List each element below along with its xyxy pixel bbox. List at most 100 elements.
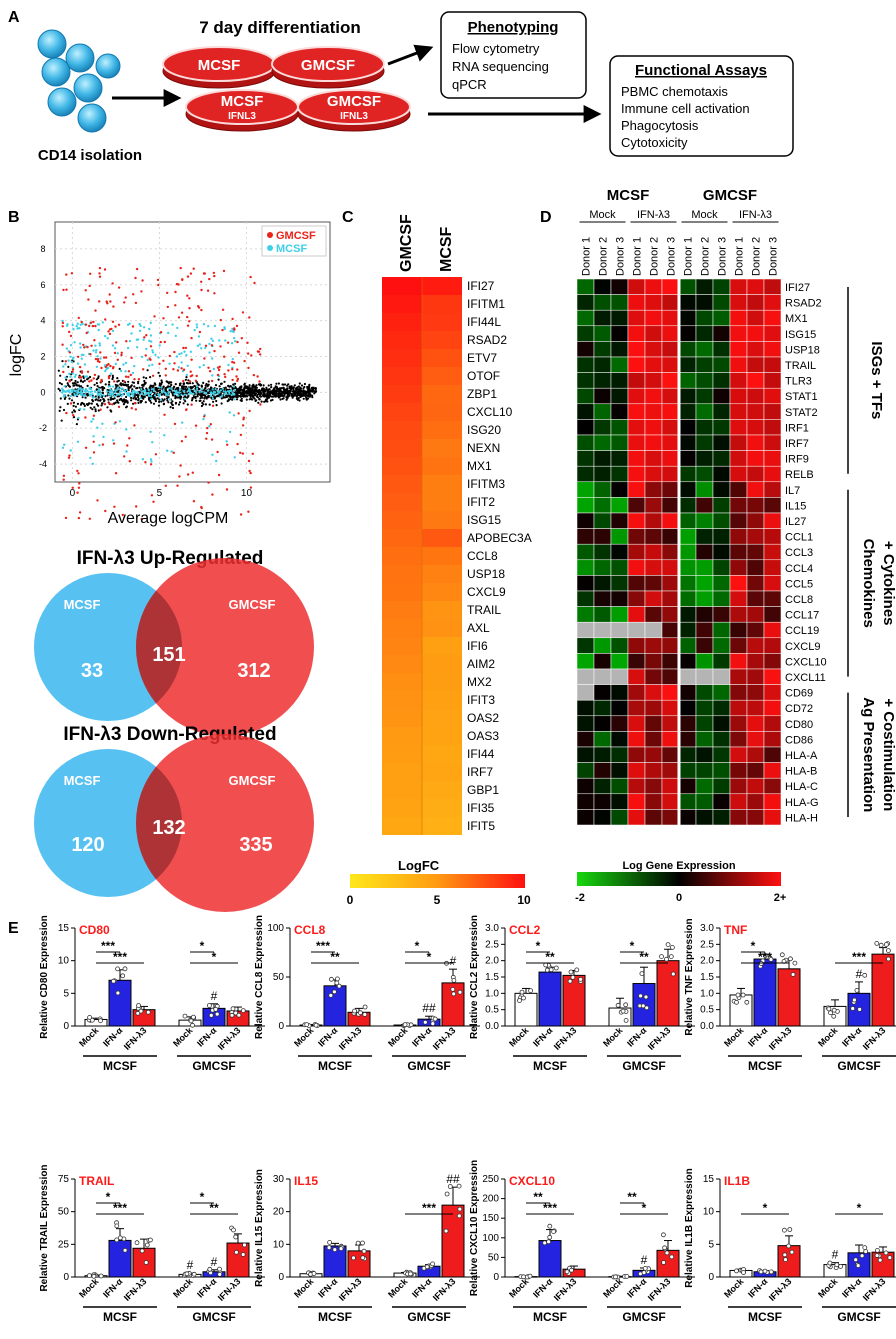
heat-cell-mcsf bbox=[422, 763, 462, 781]
x-tick-label: Mock bbox=[816, 1276, 840, 1300]
ma-point bbox=[157, 404, 161, 407]
heat-d-cell bbox=[644, 606, 663, 623]
data-point bbox=[768, 1269, 774, 1275]
ma-point-gmcsf bbox=[192, 267, 195, 270]
y-tick-label: 100 bbox=[482, 1233, 499, 1244]
heat-gene-label: NEXN bbox=[467, 441, 500, 455]
ma-point-gmcsf bbox=[180, 367, 183, 370]
data-point bbox=[190, 1014, 196, 1020]
heat-d-gene-label: CCL4 bbox=[785, 563, 813, 575]
ma-point bbox=[299, 395, 302, 399]
ma-point bbox=[70, 399, 74, 402]
heat-d-cell bbox=[593, 731, 612, 748]
heat-d-cell bbox=[661, 512, 680, 529]
data-point bbox=[135, 1010, 141, 1016]
heat-d-cell bbox=[627, 637, 646, 654]
venn-down-mcsf-label: MCSF bbox=[64, 773, 101, 788]
ma-point bbox=[137, 401, 140, 404]
heatmap-c-col-gmcsf: GMCSF bbox=[398, 214, 415, 272]
heat-d-cell bbox=[729, 387, 748, 405]
heat-d-cell bbox=[644, 746, 663, 763]
data-point bbox=[878, 942, 884, 948]
heat-d-cell bbox=[763, 434, 782, 451]
ma-point-mcsf bbox=[175, 355, 179, 358]
ma-point-gmcsf bbox=[133, 378, 136, 381]
y-tick-label: 20 bbox=[273, 1207, 285, 1218]
ma-point bbox=[263, 388, 266, 391]
heatmap-d-scale-bar bbox=[577, 872, 781, 886]
ma-point-mcsf bbox=[204, 346, 207, 350]
ma-point bbox=[60, 419, 63, 422]
heat-d-cell bbox=[610, 403, 629, 420]
data-point bbox=[615, 1002, 621, 1008]
ma-point-gmcsf bbox=[223, 355, 226, 358]
data-point bbox=[338, 1246, 344, 1251]
heat-gene-label: TRAIL bbox=[467, 603, 501, 617]
heat-d-cell bbox=[695, 372, 714, 389]
significance-stars: * bbox=[212, 950, 217, 964]
ma-point-gmcsf bbox=[122, 380, 126, 383]
ma-point-gmcsf bbox=[200, 288, 203, 292]
heat-d-cell bbox=[644, 777, 663, 795]
ma-point bbox=[102, 400, 106, 403]
data-point bbox=[574, 967, 580, 973]
ma-point-mcsf bbox=[195, 323, 199, 326]
ma-point bbox=[190, 387, 193, 390]
heat-d-cell bbox=[610, 731, 629, 748]
heat-d-gene-label: CCL3 bbox=[785, 547, 813, 559]
heat-d-gene-label: CCL8 bbox=[785, 594, 813, 606]
data-point bbox=[430, 1021, 436, 1026]
heat-gene-label: ISG15 bbox=[467, 513, 501, 527]
ma-point bbox=[201, 401, 204, 405]
heat-cell-gmcsf bbox=[382, 439, 422, 457]
heat-d-cell bbox=[695, 684, 714, 701]
heat-d-cell bbox=[627, 528, 646, 545]
data-point bbox=[206, 1003, 212, 1008]
heat-d-cell bbox=[695, 575, 714, 592]
data-point bbox=[115, 966, 120, 972]
data-point bbox=[361, 1248, 367, 1254]
y-tick-label: 250 bbox=[482, 1174, 499, 1185]
ma-point-gmcsf bbox=[90, 379, 93, 382]
data-point bbox=[640, 1003, 646, 1009]
data-point bbox=[670, 945, 675, 950]
ma-point-gmcsf bbox=[62, 478, 65, 481]
ma-point-gmcsf bbox=[194, 379, 198, 382]
ma-point bbox=[67, 383, 70, 387]
ma-point-gmcsf bbox=[102, 356, 106, 359]
heat-d-cell bbox=[661, 762, 680, 779]
heat-d-cell bbox=[610, 512, 629, 529]
heat-d-cell bbox=[576, 309, 595, 327]
ma-point bbox=[76, 381, 79, 384]
ma-point bbox=[158, 389, 162, 392]
ma-point bbox=[199, 397, 202, 400]
ma-point bbox=[259, 395, 262, 398]
heat-d-cell bbox=[746, 497, 765, 514]
ma-point bbox=[191, 382, 194, 385]
ma-point bbox=[200, 404, 203, 408]
data-point bbox=[408, 1271, 413, 1277]
ma-point bbox=[194, 396, 197, 400]
ma-point-gmcsf bbox=[190, 336, 193, 340]
data-point bbox=[884, 942, 889, 947]
ma-point-gmcsf bbox=[109, 364, 112, 368]
heat-d-cell bbox=[610, 746, 629, 763]
ma-point bbox=[191, 396, 194, 400]
data-point bbox=[862, 972, 868, 978]
bar bbox=[347, 1250, 371, 1278]
heat-d-cell bbox=[593, 621, 612, 639]
heat-d-gene-label: CCL5 bbox=[785, 578, 813, 590]
heat-d-cell bbox=[610, 559, 629, 576]
ma-point-gmcsf bbox=[114, 472, 118, 475]
heatmap-c-scale-bar bbox=[350, 874, 525, 888]
heat-d-cell bbox=[593, 278, 612, 295]
y-tick-label: 50 bbox=[273, 972, 285, 983]
heat-d-cell bbox=[712, 465, 731, 483]
heat-d-cell bbox=[678, 637, 697, 654]
ma-point-gmcsf bbox=[107, 375, 111, 378]
ma-point bbox=[228, 385, 231, 388]
ma-point bbox=[89, 406, 92, 409]
heat-gene-label: CXCL10 bbox=[467, 405, 513, 419]
